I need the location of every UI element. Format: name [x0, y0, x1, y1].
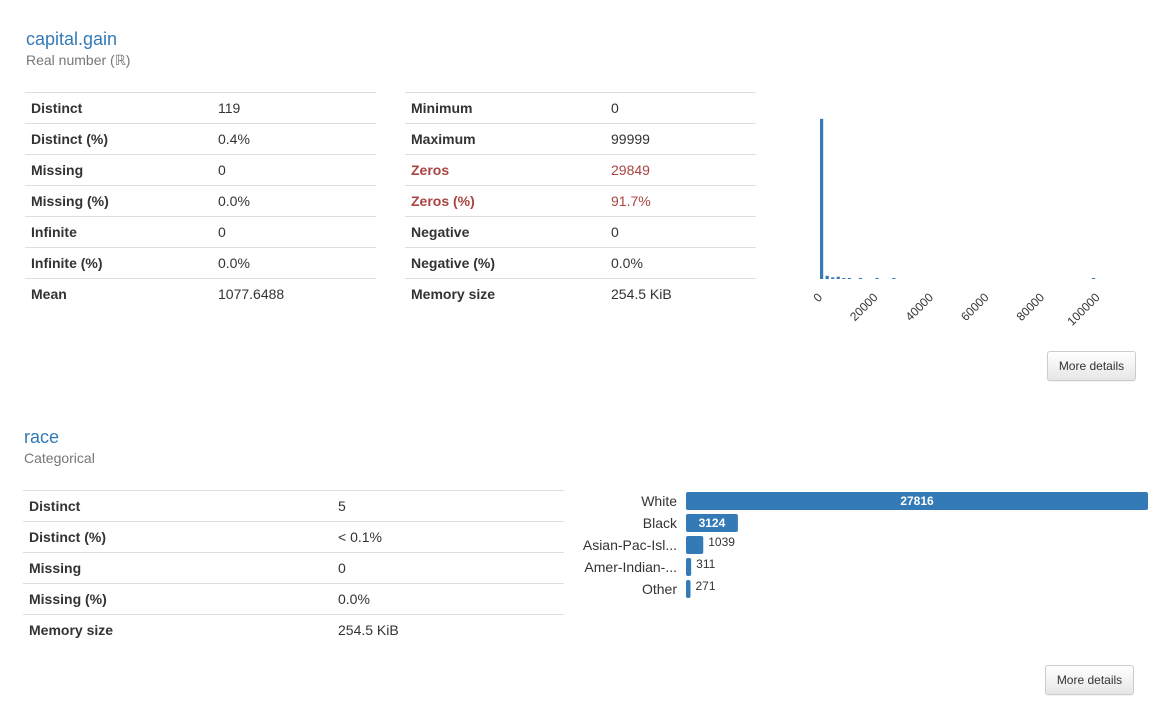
x-tick-label: 20000 — [847, 290, 881, 324]
stat-label: Maximum — [405, 123, 605, 155]
histogram-bar — [847, 278, 851, 279]
x-tick-label: 60000 — [958, 290, 992, 324]
variable-type: Real number (ℝ) — [26, 52, 131, 68]
histogram-bar — [842, 278, 846, 279]
stats-row: Negative (%) 0.0% — [405, 247, 756, 279]
stat-value: 0 — [605, 216, 756, 248]
stats-row: Memory size 254.5 KiB — [405, 278, 756, 309]
stats-row: Missing (%) 0.0% — [23, 583, 564, 615]
stat-value: 254.5 KiB — [332, 614, 564, 645]
x-tick-label: 100000 — [1064, 290, 1102, 328]
category-label: Asian-Pac-Isl... — [583, 537, 677, 553]
stats-row: Distinct (%) < 0.1% — [23, 521, 564, 553]
stat-value: 0 — [332, 552, 564, 584]
x-tick-label: 40000 — [903, 290, 937, 324]
stat-label: Distinct (%) — [25, 123, 212, 155]
stats-table-right: Minimum 0 Maximum 99999 Zeros 29849 Zeros (%) 9… — [405, 92, 756, 309]
bar-value-label: 311 — [696, 557, 715, 571]
histogram-bar — [892, 278, 896, 279]
histogram-chart: 0 20000 40000 60000 80000 100000 — [810, 118, 1103, 328]
variable-title-capital-gain[interactable]: capital.gain — [26, 29, 118, 49]
stat-label: Zeros (%) — [405, 185, 605, 217]
stats-row: Distinct 5 — [23, 490, 564, 522]
stat-value: 0 — [212, 216, 376, 248]
stat-label: Missing (%) — [25, 185, 212, 217]
more-details-button[interactable]: More details — [1045, 665, 1134, 695]
stat-value: 119 — [212, 92, 376, 124]
histogram-bar — [836, 276, 840, 279]
stat-value: 254.5 KiB — [605, 278, 756, 309]
stats-row: Infinite (%) 0.0% — [25, 247, 376, 279]
stat-label: Missing (%) — [23, 583, 332, 615]
stat-label: Distinct (%) — [23, 521, 332, 553]
more-details-button[interactable]: More details — [1047, 351, 1136, 381]
stats-row: Negative 0 — [405, 216, 756, 248]
stat-value: 0.0% — [212, 247, 376, 279]
stat-label: Memory size — [405, 278, 605, 309]
stat-value: 0.0% — [332, 583, 564, 615]
bar-value-label: 1039 — [708, 535, 735, 549]
category-bar — [686, 536, 704, 554]
stats-table: Distinct 5 Distinct (%) < 0.1% Missing 0 Missi… — [23, 490, 564, 645]
variable-type: Categorical — [24, 450, 95, 466]
histogram-bar — [820, 118, 824, 279]
stat-label: Infinite (%) — [25, 247, 212, 279]
x-tick-label: 0 — [810, 290, 825, 305]
stats-row: Zeros (%) 91.7% — [405, 185, 756, 217]
stat-value: 0 — [212, 154, 376, 186]
stat-value: 29849 — [605, 154, 756, 186]
x-tick-label: 80000 — [1014, 290, 1048, 324]
stats-row: Memory size 254.5 KiB — [23, 614, 564, 645]
bar-value-label: 271 — [696, 579, 716, 593]
stat-label: Distinct — [23, 490, 332, 522]
stat-label: Minimum — [405, 92, 605, 124]
stat-label: Negative — [405, 216, 605, 248]
stat-value: 5 — [332, 490, 564, 522]
stat-label: Infinite — [25, 216, 212, 248]
stat-label: Missing — [23, 552, 332, 584]
stats-row: Infinite 0 — [25, 216, 376, 248]
stats-row: Distinct (%) 0.4% — [25, 123, 376, 155]
histogram-bar — [875, 278, 879, 279]
stat-label: Missing — [25, 154, 212, 186]
stat-label: Zeros — [405, 154, 605, 186]
category-bar — [686, 580, 691, 598]
stats-row: Maximum 99999 — [405, 123, 756, 155]
stat-value: 91.7% — [605, 185, 756, 217]
category-bar — [686, 514, 738, 532]
stats-row: Distinct 119 — [25, 92, 376, 124]
histogram-bar — [858, 277, 863, 279]
stat-label: Memory size — [23, 614, 332, 645]
stat-label: Distinct — [25, 92, 212, 124]
stat-value: 1077.6488 — [212, 278, 376, 309]
stat-label: Mean — [25, 278, 212, 309]
category-bar — [686, 558, 692, 576]
variable-title-race[interactable]: race — [24, 427, 60, 447]
histogram-bar — [831, 277, 835, 279]
stats-row: Missing 0 — [23, 552, 564, 584]
histogram-bar — [1091, 278, 1096, 279]
stat-value: 0.0% — [605, 247, 756, 279]
stat-value: 0.4% — [212, 123, 376, 155]
category-label: White — [641, 493, 677, 509]
stat-label: Negative (%) — [405, 247, 605, 279]
category-bar — [686, 492, 1148, 510]
stats-row: Mean 1077.6488 — [25, 278, 376, 309]
category-bar-chart: White 27816 Black 3124 Asian-Pac-Isl... 1039 A… — [583, 492, 1148, 598]
stat-value: 0.0% — [212, 185, 376, 217]
stats-row: Missing 0 — [25, 154, 376, 186]
stats-table-left: Distinct 119 Distinct (%) 0.4% Missing 0 Missi… — [25, 92, 376, 309]
stat-value: 99999 — [605, 123, 756, 155]
bar-value-label: 3124 — [699, 516, 726, 530]
histogram-bar — [825, 275, 829, 279]
stats-row: Minimum 0 — [405, 92, 756, 124]
category-label: Other — [642, 581, 677, 597]
category-label: Black — [643, 515, 678, 531]
stat-value: < 0.1% — [332, 521, 564, 553]
stats-row: Zeros 29849 — [405, 154, 756, 186]
stat-value: 0 — [605, 92, 756, 124]
category-label: Amer-Indian-... — [584, 559, 677, 575]
stats-row: Missing (%) 0.0% — [25, 185, 376, 217]
bar-value-label: 27816 — [900, 494, 934, 508]
